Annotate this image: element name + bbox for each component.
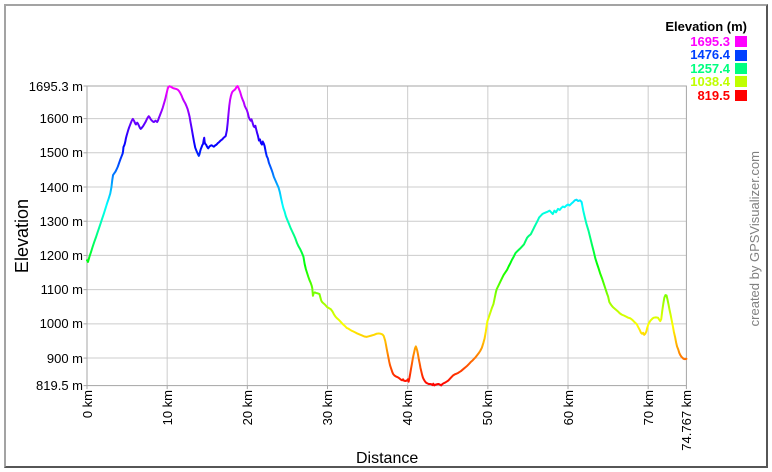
- legend-color-swatch: [735, 89, 747, 101]
- legend-entry: 1476.4: [665, 47, 747, 63]
- credit-text: created by GPSVisualizer.com: [747, 151, 762, 327]
- legend-color-swatch: [735, 76, 747, 88]
- x-tick-label: 74.767 km: [678, 389, 694, 451]
- y-tick-label: 1600 m: [39, 111, 83, 127]
- legend-entry-value: 1257.4: [690, 60, 730, 76]
- x-axis-title: Distance: [356, 449, 419, 467]
- x-tick-label: 30 km: [320, 389, 335, 425]
- x-tick-label: 40 km: [400, 389, 416, 425]
- legend-entry: 1257.4: [665, 62, 747, 75]
- y-tick-label: 1100 m: [40, 282, 83, 298]
- legend-entry: 1038.4: [665, 75, 747, 88]
- x-tick-label: 50 km: [480, 389, 496, 425]
- plot-border: [86, 85, 687, 387]
- y-tick-label: 1500 m: [39, 145, 83, 161]
- legend-entry: 1695.3: [665, 35, 747, 48]
- legend-entry: 819.5: [665, 87, 747, 103]
- legend-color-swatch: [735, 49, 747, 61]
- x-tick-label: 20 km: [239, 389, 255, 425]
- legend-entry-value: 1695.3: [690, 34, 730, 50]
- legend-title: Elevation (m): [665, 19, 747, 34]
- y-tick-label: 1200 m: [39, 247, 83, 263]
- legend: Elevation (m) 1695.3 1476.4 1257.4 1038.4 81…: [665, 19, 747, 102]
- x-tick-label: 60 km: [560, 389, 576, 425]
- legend-color-swatch: [735, 36, 747, 48]
- y-tick-label: 900 m: [46, 350, 83, 366]
- y-axis-title: Elevation: [11, 199, 32, 274]
- legend-color-swatch: [735, 63, 747, 75]
- y-tick-label: 1695.3 m: [28, 78, 83, 94]
- legend-entry-value: 819.5: [697, 87, 730, 103]
- y-tick-label: 819.5 m: [36, 378, 83, 394]
- legend-entry-value: 1038.4: [690, 74, 730, 90]
- x-tick-label: 0 km: [79, 389, 95, 418]
- legend-entries: 1695.3 1476.4 1257.4 1038.4 819.5: [665, 35, 747, 102]
- y-tick-label: 1300 m: [39, 213, 83, 229]
- legend-entry-value: 1476.4: [690, 47, 730, 63]
- y-tick-label: 1000 m: [39, 316, 83, 332]
- y-tick-label: 1400 m: [39, 179, 83, 195]
- x-tick-label: 10 km: [159, 389, 175, 425]
- x-tick-label: 70 km: [640, 389, 656, 425]
- elevation-profile-line: [86, 85, 688, 387]
